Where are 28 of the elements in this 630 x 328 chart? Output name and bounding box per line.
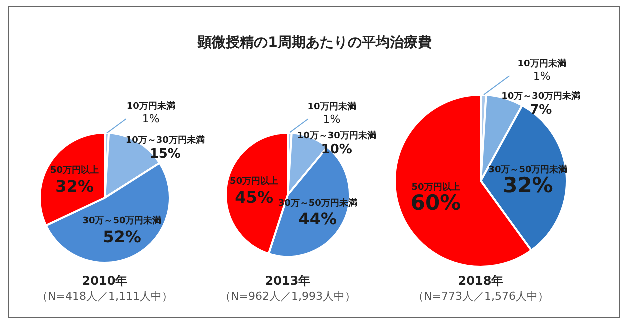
slice-label: 10万円未満	[518, 58, 566, 70]
data-label: 45%	[235, 188, 274, 207]
slice-label: 10万円未満	[308, 102, 356, 113]
slice-label: 10万～30万円未満	[502, 91, 581, 102]
data-label: 10%	[321, 142, 352, 158]
data-label: 15%	[150, 147, 181, 162]
slice-label: 30万～50万円未満	[278, 198, 358, 209]
slice-label: 50万円以上	[50, 165, 100, 176]
data-label: 60%	[410, 191, 462, 216]
slice-label: 50万円以上	[230, 176, 279, 188]
data-label: 52%	[103, 227, 142, 246]
slice-label: 10万円未満	[126, 101, 176, 112]
data-label: 1%	[533, 70, 551, 83]
text: 2010年	[81, 273, 129, 290]
data-label: 1%	[323, 113, 341, 126]
text: （N=418人／1,111人中）	[36, 289, 174, 304]
text: （N=962人／1,993人中）	[219, 289, 357, 304]
data-label: 32%	[503, 173, 554, 198]
data-label: 1%	[142, 112, 160, 126]
data-label: 7%	[530, 103, 552, 118]
text: 顕微授精の1周期あたりの平均治療費	[196, 34, 433, 52]
data-label: 32%	[56, 177, 94, 196]
text: 2018年	[457, 273, 505, 290]
data-label: 44%	[298, 210, 338, 229]
slice-label: 30万～50万円未満	[82, 216, 162, 227]
text: 2013年	[264, 273, 312, 290]
text: （N=773人／1,576人中）	[412, 289, 550, 304]
slice-label: 50万円以上	[412, 182, 460, 193]
